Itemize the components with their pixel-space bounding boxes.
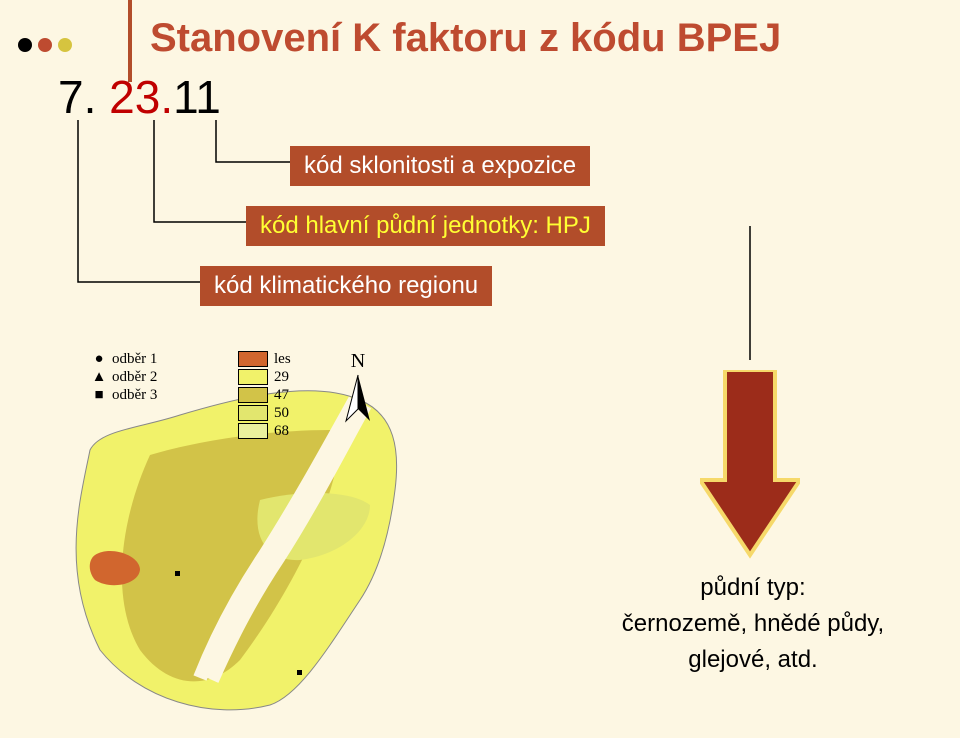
- bpej-hpj-code: 23.: [109, 71, 173, 123]
- bpej-slope-code: 11: [173, 71, 221, 123]
- swatch: [238, 351, 268, 367]
- swatch: [238, 369, 268, 385]
- box-slope-exposition: kód sklonitosti a expozice: [290, 146, 590, 186]
- swatch: [238, 423, 268, 439]
- legend-label: odběr 2: [112, 369, 157, 386]
- soil-type-line2: černozemě, hnědé půdy, glejové, atd.: [598, 606, 908, 678]
- north-label: N: [351, 350, 365, 372]
- swatch: [238, 387, 268, 403]
- box-hpj: kód hlavní půdní jednotky: HPJ: [246, 206, 605, 246]
- swatch-label: 68: [274, 423, 289, 440]
- soil-type-text: půdní typ: černozemě, hnědé půdy, glejov…: [598, 570, 908, 678]
- legend-symbol-triangle: ▲: [90, 369, 108, 386]
- box-climate-region: kód klimatického regionu: [200, 266, 492, 306]
- swatch-label: 29: [274, 369, 289, 386]
- legend-label: odběr 3: [112, 387, 157, 404]
- title-bullets: [18, 38, 78, 57]
- swatch: [238, 405, 268, 421]
- legend-samples: ●odběr 1 ▲odběr 2 ■odběr 3: [90, 350, 157, 404]
- legend-colors: les 29 47 50 68: [238, 350, 291, 440]
- swatch-label: 47: [274, 387, 289, 404]
- down-arrow: [700, 370, 800, 565]
- legend-symbol-square: ■: [90, 387, 108, 404]
- legend-label: odběr 1: [112, 351, 157, 368]
- page-title: Stanovení K faktoru z kódu BPEJ: [150, 16, 781, 61]
- swatch-label: 50: [274, 405, 289, 422]
- legend-symbol-circle: ●: [90, 351, 108, 368]
- bpej-climate-code: 7.: [58, 71, 109, 123]
- swatch-label: les: [274, 351, 291, 368]
- soil-type-line1: půdní typ:: [598, 570, 908, 606]
- bpej-code: 7. 23.11: [58, 70, 221, 124]
- north-arrow: N: [344, 350, 372, 423]
